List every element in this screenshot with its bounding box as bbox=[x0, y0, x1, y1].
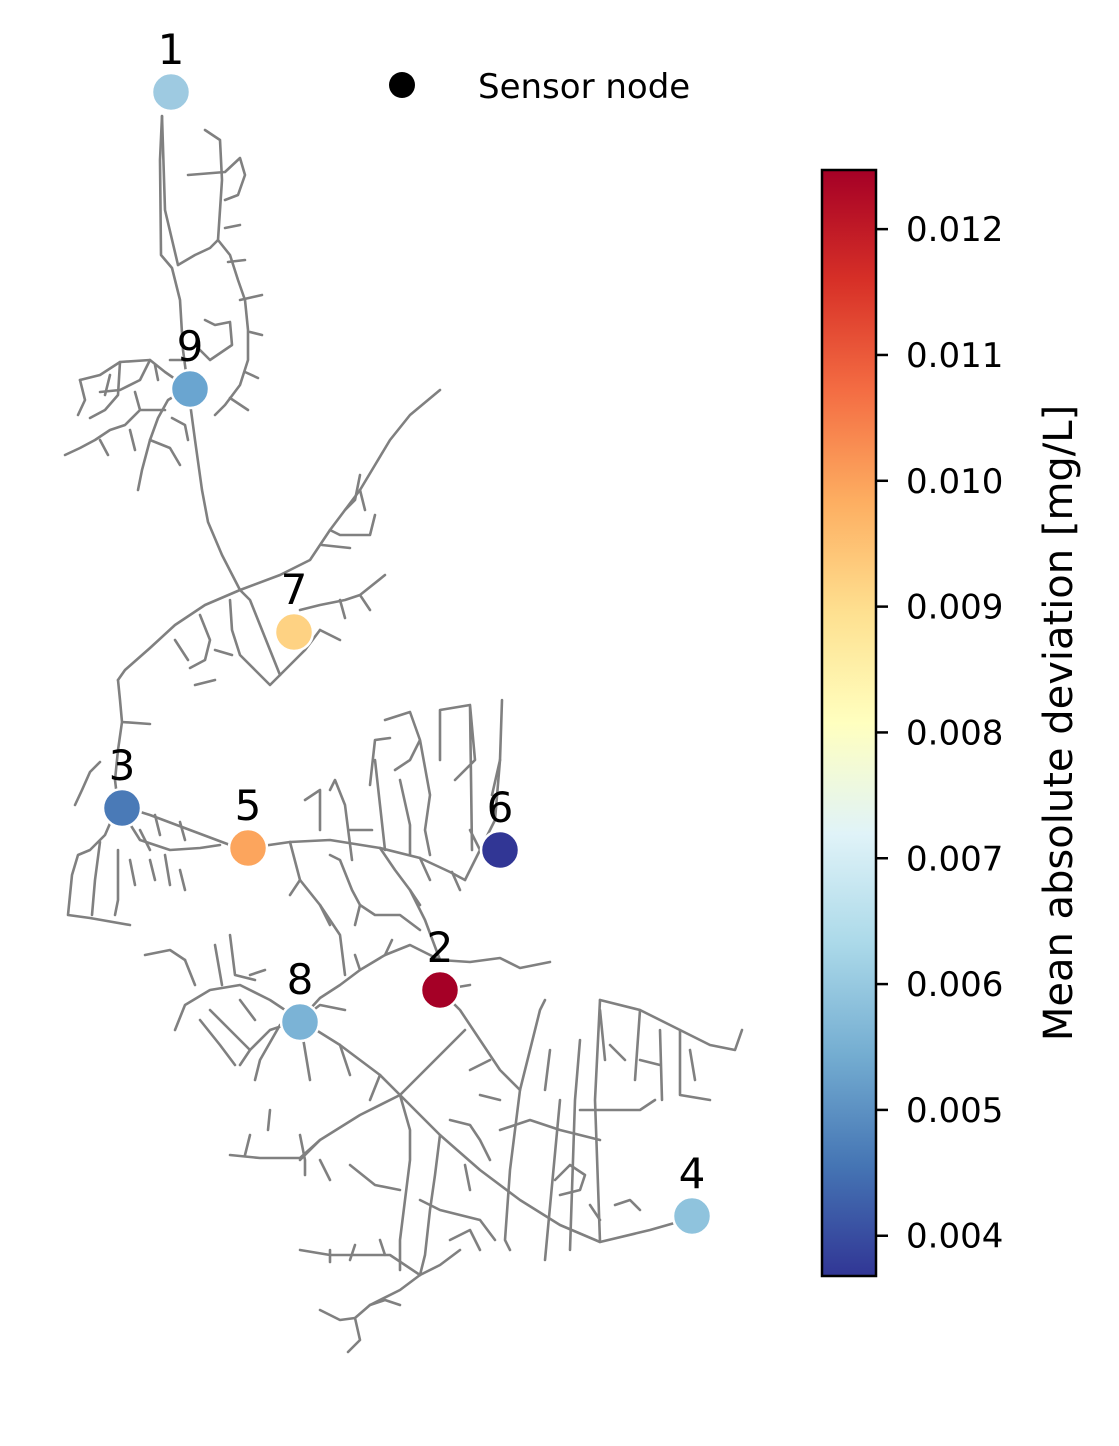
colorbar-gradient bbox=[820, 168, 878, 1278]
sensor-node-5 bbox=[227, 827, 269, 869]
colorbar-tick-label: 0.007 bbox=[906, 839, 1003, 879]
sensor-label-2: 2 bbox=[427, 923, 454, 972]
sensor-node-3 bbox=[101, 787, 143, 829]
colorbar: 0.004 0.005 0.006 0.007 0.008 0.009 0.010 0.011… bbox=[820, 168, 1082, 1278]
colorbar-tick-label: 0.011 bbox=[906, 336, 1003, 376]
sensor-label-1: 1 bbox=[158, 25, 185, 74]
colorbar-title: Mean absolute deviation [mg/L] bbox=[1036, 405, 1082, 1041]
sensor-node-1 bbox=[150, 71, 192, 113]
colorbar-tick-label: 0.005 bbox=[906, 1091, 1003, 1131]
sensor-label-8: 8 bbox=[287, 955, 314, 1004]
colorbar-tick-label: 0.004 bbox=[906, 1217, 1003, 1257]
sensor-node-4 bbox=[671, 1195, 713, 1237]
pipe-network bbox=[63, 114, 744, 1354]
colorbar-tick-label: 0.006 bbox=[906, 965, 1003, 1005]
sensor-node-7 bbox=[273, 611, 315, 653]
colorbar-ticks: 0.004 0.005 0.006 0.007 0.008 0.009 0.010 0.011… bbox=[876, 210, 1003, 1257]
sensor-label-6: 6 bbox=[487, 783, 514, 832]
sensor-label-3: 3 bbox=[109, 741, 136, 790]
colorbar-tick-label: 0.009 bbox=[906, 588, 1003, 628]
legend-label: Sensor node bbox=[478, 67, 690, 107]
legend: Sensor node bbox=[389, 67, 690, 107]
colorbar-tick-label: 0.010 bbox=[906, 462, 1003, 502]
sensor-label-7: 7 bbox=[281, 565, 308, 614]
sensor-label-9: 9 bbox=[177, 322, 204, 371]
sensor-nodes: 1 2 3 4 5 6 7 8 9 bbox=[101, 25, 713, 1237]
legend-marker-icon bbox=[389, 72, 415, 98]
sensor-label-4: 4 bbox=[679, 1149, 706, 1198]
sensor-node-2 bbox=[419, 969, 461, 1011]
sensor-node-9 bbox=[169, 368, 211, 410]
colorbar-tick-label: 0.008 bbox=[906, 713, 1003, 753]
sensor-node-8 bbox=[279, 1001, 321, 1043]
colorbar-tick-label: 0.012 bbox=[906, 210, 1003, 250]
sensor-node-6 bbox=[479, 829, 521, 871]
sensor-label-5: 5 bbox=[235, 781, 262, 830]
